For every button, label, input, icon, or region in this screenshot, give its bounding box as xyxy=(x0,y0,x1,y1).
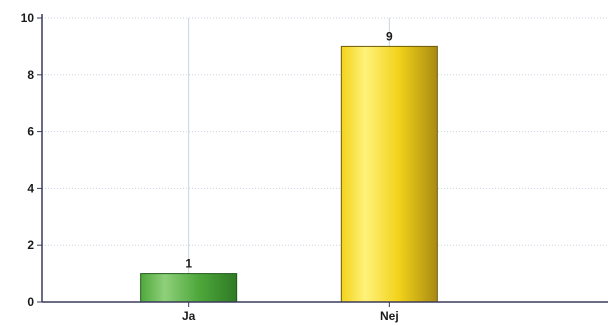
x-tick-label-nej: Nej xyxy=(380,309,399,323)
y-tick-label: 6 xyxy=(27,125,34,139)
bar-ja xyxy=(140,273,238,303)
bar-nej xyxy=(340,45,438,303)
y-tick-label: 0 xyxy=(27,295,34,309)
axis-layer xyxy=(37,14,608,307)
data-label-nej: 9 xyxy=(386,29,393,43)
y-tick-label: 10 xyxy=(21,11,35,25)
data-label-ja: 1 xyxy=(185,257,192,271)
y-tick-label: 8 xyxy=(27,68,34,82)
x-tick-label-ja: Ja xyxy=(182,309,196,323)
y-tick-label: 4 xyxy=(27,181,34,195)
label-layer: 0 2 4 6 8 10 1 Ja 9 Nej xyxy=(21,11,399,323)
grid-layer xyxy=(42,17,608,302)
y-tick-label: 2 xyxy=(27,238,34,252)
